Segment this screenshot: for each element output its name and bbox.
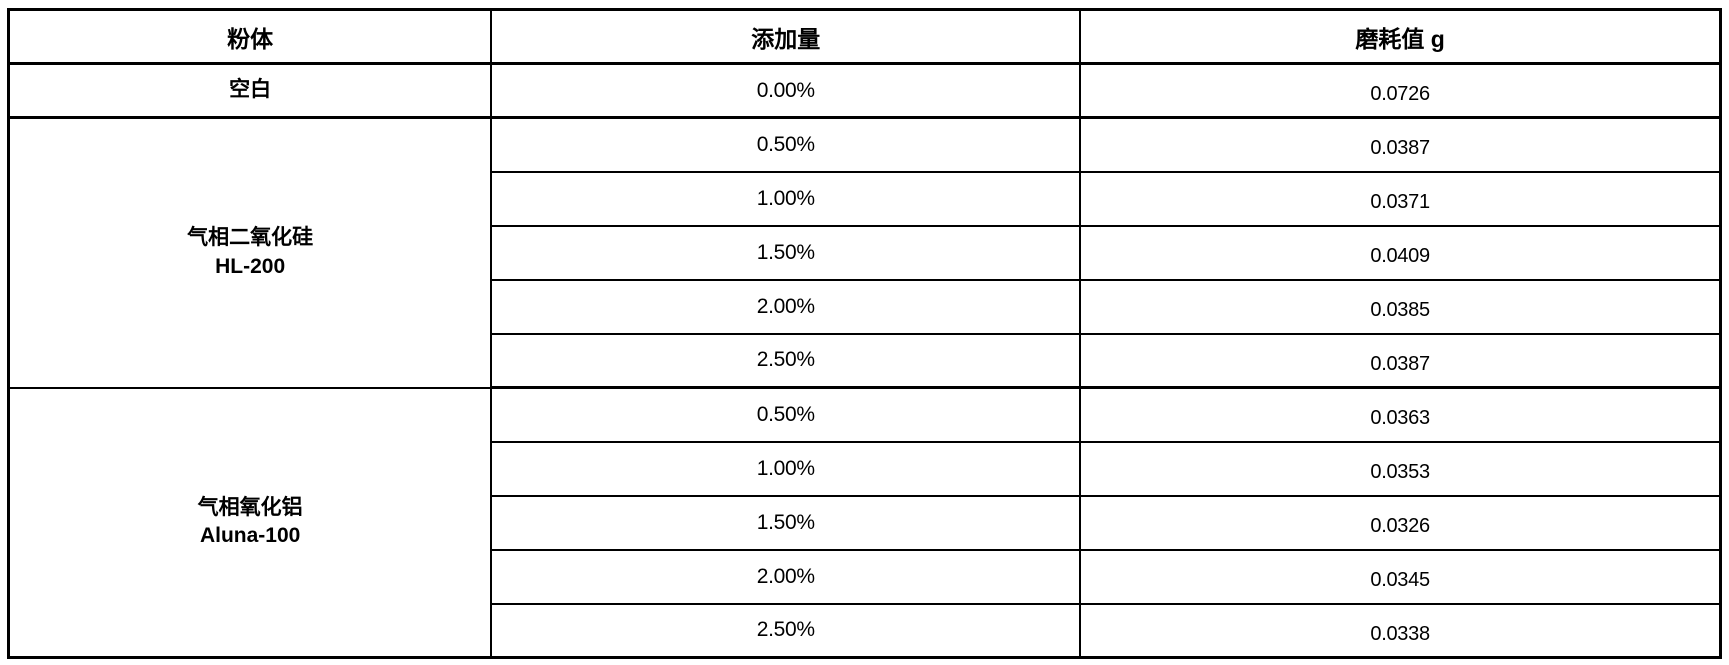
table-row: 气相二氧化硅 HL-200 0.50% 0.0387 <box>7 116 1722 389</box>
wear-cell: 0.0353 <box>1079 440 1722 497</box>
wear-cell: 0.0371 <box>1079 170 1722 227</box>
wear-value: 0.0385 <box>1370 299 1430 321</box>
wear-cell: 0.0726 <box>1079 62 1722 119</box>
amount-cell: 0.00% <box>490 62 1082 119</box>
header-row: 粉体 添加量 磨耗值 g <box>7 8 1722 65</box>
wear-value: 0.0409 <box>1370 245 1430 267</box>
amount-cell: 0.50% <box>490 116 1082 173</box>
wear-value: 0.0363 <box>1370 407 1430 430</box>
table-row: 空白 0.00% 0.0726 <box>7 62 1722 119</box>
table-row: 2.50% 0.0387 <box>9 332 1722 389</box>
powder-cell-blank: 空白 <box>7 62 493 119</box>
powder-cell-silica: 气相二氧化硅 HL-200 <box>7 116 493 389</box>
table-row: 1.00% 0.0371 <box>9 170 1722 227</box>
powder-cell-alumina: 气相氧化铝 Aluna-100 <box>7 386 493 659</box>
powder-name: 气相氧化铝 <box>197 495 303 519</box>
powder-grade: Aluna-100 <box>199 524 301 548</box>
powder-grade: HL-200 <box>215 254 286 278</box>
table-row: 1.50% 0.0409 <box>9 224 1722 281</box>
amount-cell: 1.50% <box>490 494 1082 551</box>
wear-value: 0.0726 <box>1370 83 1430 105</box>
table-row: 气相氧化铝 Aluna-100 0.50% 0.0363 <box>7 386 1722 659</box>
wear-value: 0.0326 <box>1370 515 1430 537</box>
amount-cell: 0.50% <box>490 386 1082 443</box>
wear-cell: 0.0345 <box>1079 548 1722 605</box>
amount-cell: 1.50% <box>490 224 1082 281</box>
table-row: 2.00% 0.0345 <box>9 548 1722 605</box>
column-header-powder: 粉体 <box>7 8 493 65</box>
table-row: 2.00% 0.0385 <box>9 278 1722 335</box>
wear-value: 0.0387 <box>1370 352 1430 375</box>
amount-cell: 1.00% <box>490 440 1082 497</box>
wear-value: 0.0338 <box>1370 622 1430 645</box>
wear-cell: 0.0387 <box>1079 332 1722 389</box>
wear-value: 0.0387 <box>1370 137 1430 160</box>
wear-cell: 0.0409 <box>1079 224 1722 281</box>
amount-cell: 2.50% <box>490 332 1082 389</box>
column-header-wear: 磨耗值 g <box>1079 8 1722 65</box>
amount-cell: 1.00% <box>490 170 1082 227</box>
table-row: 1.00% 0.0353 <box>9 440 1722 497</box>
wear-cell: 0.0385 <box>1079 278 1722 335</box>
amount-cell: 2.00% <box>490 278 1082 335</box>
wear-cell: 0.0338 <box>1079 602 1722 659</box>
powder-name: 空白 <box>229 78 272 102</box>
wear-cell: 0.0387 <box>1079 116 1722 173</box>
wear-value: 0.0353 <box>1370 461 1430 483</box>
powder-name: 气相二氧化硅 <box>187 226 314 250</box>
table-row: 2.50% 0.0338 <box>9 602 1722 659</box>
column-header-amount: 添加量 <box>490 8 1082 65</box>
wear-value: 0.0371 <box>1370 191 1430 213</box>
amount-cell: 2.00% <box>490 548 1082 605</box>
wear-test-table: 粉体 添加量 磨耗值 g 空白 0.00% 0.0726 气相二氧化硅 HL-2… <box>7 8 1722 659</box>
amount-cell: 2.50% <box>490 602 1082 659</box>
wear-cell: 0.0363 <box>1079 386 1722 443</box>
wear-cell: 0.0326 <box>1079 494 1722 551</box>
table-row: 1.50% 0.0326 <box>9 494 1722 551</box>
wear-value: 0.0345 <box>1370 569 1430 591</box>
